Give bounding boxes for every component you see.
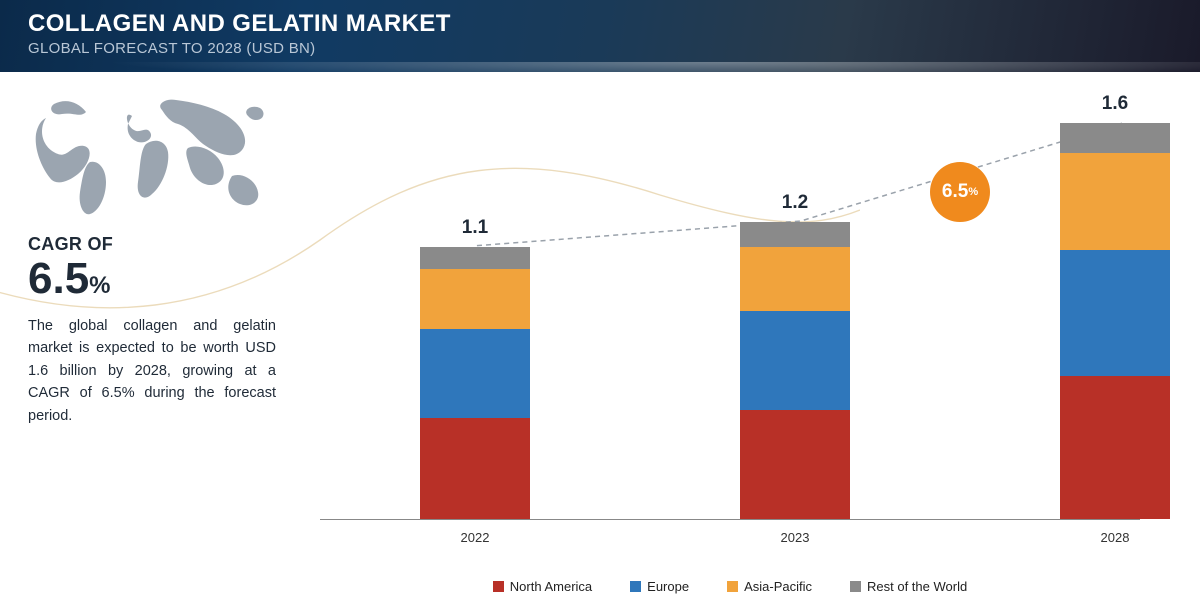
bar-segment-rest_of_world (420, 247, 530, 269)
cagr-number: 6.5 (28, 254, 89, 303)
legend-swatch (727, 581, 738, 592)
legend-label: Europe (647, 579, 689, 594)
bar-total-label: 1.1 (420, 217, 530, 239)
cagr-badge-pct: % (968, 186, 978, 198)
bar-segment-rest_of_world (1060, 123, 1170, 153)
cagr-value: 6.5% (28, 257, 276, 301)
bar-segment-north_america (420, 418, 530, 519)
chart-bar (1060, 123, 1170, 519)
legend-label: North America (510, 579, 592, 594)
x-axis-label: 2028 (1060, 530, 1170, 545)
legend-swatch (493, 581, 504, 592)
chart-legend: North America Europe Asia-Pacific Rest of t… (320, 579, 1140, 594)
chart-bar (740, 222, 850, 519)
bar-segment-asia_pacific (1060, 153, 1170, 249)
bar-segment-europe (740, 311, 850, 410)
legend-label: Rest of the World (867, 579, 967, 594)
page-title: COLLAGEN AND GELATIN MARKET (28, 10, 1172, 38)
page-subtitle: GLOBAL FORECAST TO 2028 (USD BN) (28, 40, 1172, 57)
bar-total-label: 1.6 (1060, 93, 1170, 115)
bar-segment-north_america (1060, 376, 1170, 519)
bar-segment-north_america (740, 410, 850, 519)
legend-item-north_america: North America (493, 579, 592, 594)
legend-item-europe: Europe (630, 579, 689, 594)
summary-text: The global collagen and gelatin market i… (28, 315, 276, 427)
bar-segment-asia_pacific (740, 247, 850, 311)
bar-segment-europe (1060, 250, 1170, 376)
left-panel: CAGR OF 6.5% The global collagen and gel… (0, 72, 300, 600)
cagr-block: CAGR OF 6.5% (28, 234, 276, 301)
bar-segment-rest_of_world (740, 222, 850, 247)
x-axis-label: 2022 (420, 530, 530, 545)
legend-label: Asia-Pacific (744, 579, 812, 594)
x-axis-label: 2023 (740, 530, 850, 545)
cagr-percent-sign: % (89, 272, 110, 299)
cagr-badge: 6.5% (930, 162, 990, 222)
content-row: CAGR OF 6.5% The global collagen and gel… (0, 72, 1200, 600)
bar-total-label: 1.2 (740, 192, 850, 214)
chart-panel: 1.120221.220231.620286.5% North AmericaE… (300, 72, 1200, 600)
bar-segment-europe (420, 329, 530, 418)
world-map-icon (28, 90, 278, 220)
chart-bar (420, 247, 530, 519)
legend-swatch (630, 581, 641, 592)
cagr-badge-value: 6.5 (942, 181, 968, 203)
bar-segment-asia_pacific (420, 269, 530, 328)
stacked-bar-chart: 1.120221.220231.620286.5% (320, 112, 1140, 520)
legend-item-rest_of_world: Rest of the World (850, 579, 967, 594)
cagr-label: CAGR OF (28, 234, 276, 255)
legend-item-asia_pacific: Asia-Pacific (727, 579, 812, 594)
header-banner: COLLAGEN AND GELATIN MARKET GLOBAL FOREC… (0, 0, 1200, 72)
legend-swatch (850, 581, 861, 592)
